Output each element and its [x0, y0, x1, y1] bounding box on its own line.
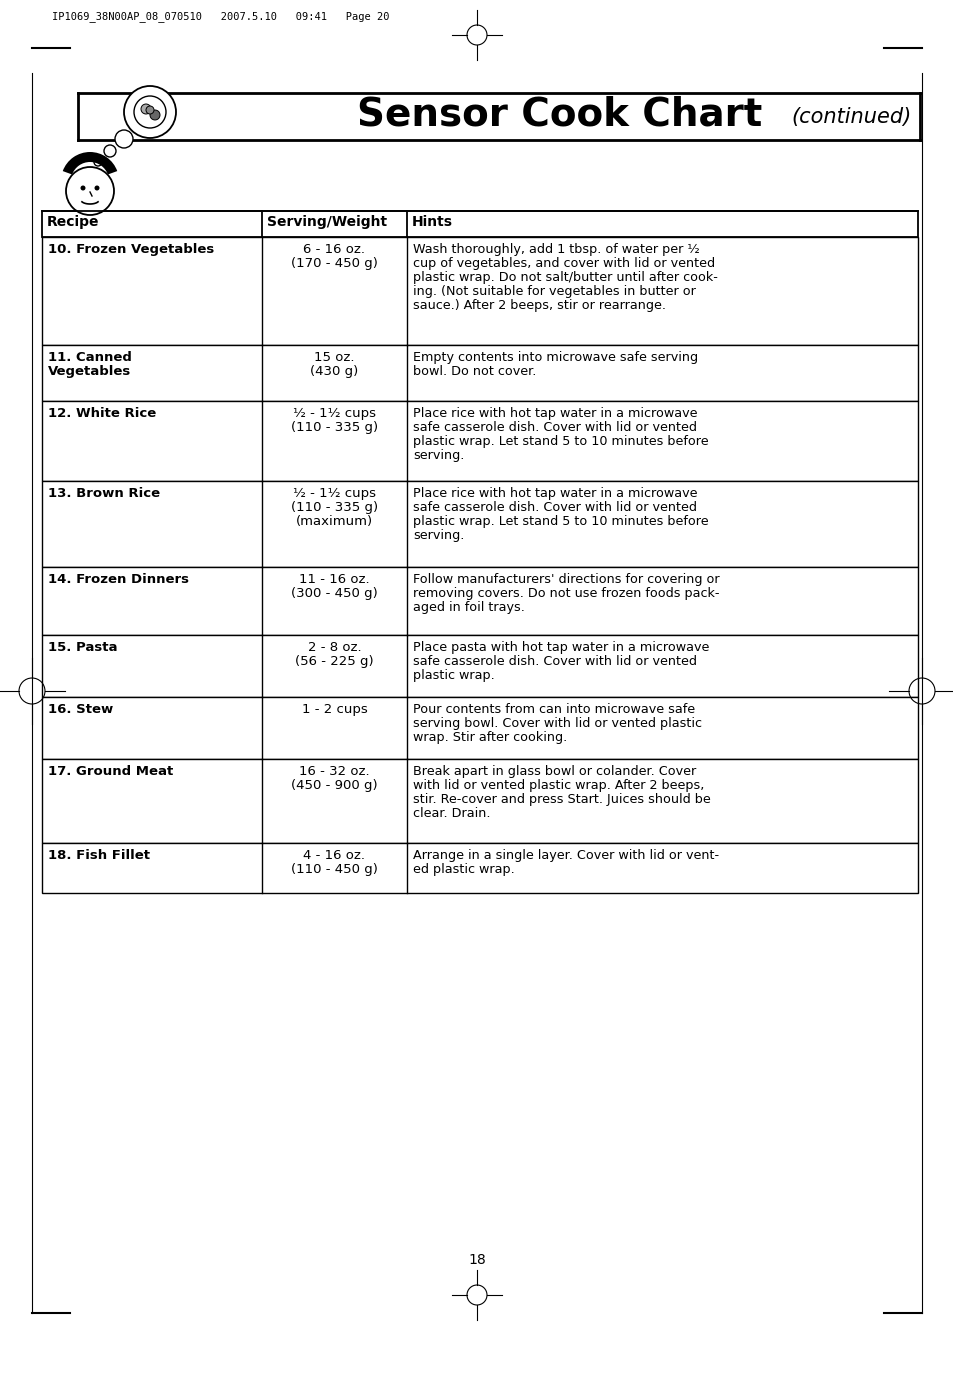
Text: (110 - 335 g): (110 - 335 g) [291, 501, 377, 514]
Text: 10. Frozen Vegetables: 10. Frozen Vegetables [48, 243, 214, 256]
Text: with lid or vented plastic wrap. After 2 beeps,: with lid or vented plastic wrap. After 2… [413, 779, 703, 792]
Text: Place pasta with hot tap water in a microwave: Place pasta with hot tap water in a micr… [413, 640, 709, 654]
Text: cup of vegetables, and cover with lid or vented: cup of vegetables, and cover with lid or… [413, 257, 715, 270]
Text: sauce.) After 2 beeps, stir or rearrange.: sauce.) After 2 beeps, stir or rearrange… [413, 299, 665, 313]
Circle shape [104, 145, 116, 158]
Text: Hints: Hints [412, 214, 453, 230]
Text: safe casserole dish. Cover with lid or vented: safe casserole dish. Cover with lid or v… [413, 420, 697, 434]
Bar [42, 212, 917, 236]
Bar [42, 401, 917, 481]
Text: removing covers. Do not use frozen foods pack-: removing covers. Do not use frozen foods… [413, 586, 719, 600]
Text: stir. Re-cover and press Start. Juices should be: stir. Re-cover and press Start. Juices s… [413, 792, 710, 806]
Text: Wash thoroughly, add 1 tbsp. of water per ½: Wash thoroughly, add 1 tbsp. of water pe… [413, 243, 699, 256]
Bar [42, 635, 917, 697]
Text: plastic wrap. Let stand 5 to 10 minutes before: plastic wrap. Let stand 5 to 10 minutes … [413, 514, 708, 528]
Text: 6 - 16 oz.: 6 - 16 oz. [303, 243, 365, 256]
Text: 13. Brown Rice: 13. Brown Rice [48, 487, 160, 501]
Circle shape [150, 111, 160, 120]
Text: safe casserole dish. Cover with lid or vented: safe casserole dish. Cover with lid or v… [413, 656, 697, 668]
Circle shape [141, 104, 151, 113]
Circle shape [94, 185, 99, 191]
Text: Break apart in glass bowl or colander. Cover: Break apart in glass bowl or colander. C… [413, 765, 696, 779]
Text: wrap. Stir after cooking.: wrap. Stir after cooking. [413, 732, 567, 744]
Text: plastic wrap. Do not salt/butter until after cook-: plastic wrap. Do not salt/butter until a… [413, 271, 717, 284]
Text: Arrange in a single layer. Cover with lid or vent-: Arrange in a single layer. Cover with li… [413, 849, 719, 862]
Circle shape [115, 130, 132, 148]
Text: Place rice with hot tap water in a microwave: Place rice with hot tap water in a micro… [413, 487, 697, 501]
Text: plastic wrap.: plastic wrap. [413, 669, 495, 682]
Text: 18: 18 [468, 1253, 485, 1267]
Text: (maximum): (maximum) [295, 514, 373, 528]
Text: (170 - 450 g): (170 - 450 g) [291, 257, 377, 270]
Text: 17. Ground Meat: 17. Ground Meat [48, 765, 173, 779]
Text: IP1069_38N00AP_08_070510   2007.5.10   09:41   Page 20: IP1069_38N00AP_08_070510 2007.5.10 09:41… [52, 11, 389, 22]
Text: serving.: serving. [413, 530, 464, 542]
Bar [42, 697, 917, 759]
Text: Sensor Cook Chart: Sensor Cook Chart [357, 95, 761, 134]
Bar [42, 759, 917, 844]
Circle shape [66, 167, 113, 214]
Text: aged in foil trays.: aged in foil trays. [413, 602, 524, 614]
Circle shape [94, 158, 102, 166]
Text: bowl. Do not cover.: bowl. Do not cover. [413, 365, 536, 378]
Bar [42, 481, 917, 567]
Text: safe casserole dish. Cover with lid or vented: safe casserole dish. Cover with lid or v… [413, 501, 697, 514]
Circle shape [80, 185, 86, 191]
Text: 14. Frozen Dinners: 14. Frozen Dinners [48, 573, 189, 586]
Text: plastic wrap. Let stand 5 to 10 minutes before: plastic wrap. Let stand 5 to 10 minutes … [413, 436, 708, 448]
Circle shape [124, 86, 175, 138]
Text: (56 - 225 g): (56 - 225 g) [294, 656, 374, 668]
Text: 18. Fish Fillet: 18. Fish Fillet [48, 849, 150, 862]
Text: 4 - 16 oz.: 4 - 16 oz. [303, 849, 365, 862]
Text: 16 - 32 oz.: 16 - 32 oz. [299, 765, 370, 779]
Text: serving.: serving. [413, 449, 464, 462]
Text: Pour contents from can into microwave safe: Pour contents from can into microwave sa… [413, 703, 695, 716]
Text: 15 oz.: 15 oz. [314, 351, 355, 364]
Text: 16. Stew: 16. Stew [48, 703, 113, 716]
Text: 2 - 8 oz.: 2 - 8 oz. [308, 640, 361, 654]
Bar [42, 236, 917, 344]
Text: (300 - 450 g): (300 - 450 g) [291, 586, 377, 600]
Text: 1 - 2 cups: 1 - 2 cups [301, 703, 367, 716]
Bar [42, 844, 917, 893]
Bar [42, 344, 917, 401]
Text: ½ - 1½ cups: ½ - 1½ cups [293, 487, 375, 501]
Text: (450 - 900 g): (450 - 900 g) [291, 779, 377, 792]
Text: (continued): (continued) [791, 106, 911, 126]
Circle shape [146, 106, 153, 113]
Text: (110 - 335 g): (110 - 335 g) [291, 420, 377, 434]
Text: 12. White Rice: 12. White Rice [48, 407, 156, 420]
Text: serving bowl. Cover with lid or vented plastic: serving bowl. Cover with lid or vented p… [413, 716, 701, 730]
Text: clear. Drain.: clear. Drain. [413, 808, 490, 820]
Text: ing. (Not suitable for vegetables in butter or: ing. (Not suitable for vegetables in but… [413, 285, 695, 297]
Bar [42, 567, 917, 635]
Text: Serving/Weight: Serving/Weight [267, 214, 387, 230]
Text: 11. Canned: 11. Canned [48, 351, 132, 364]
Text: ed plastic wrap.: ed plastic wrap. [413, 863, 515, 875]
Text: 15. Pasta: 15. Pasta [48, 640, 117, 654]
Text: (430 g): (430 g) [310, 365, 358, 378]
Text: Follow manufacturers' directions for covering or: Follow manufacturers' directions for cov… [413, 573, 719, 586]
Text: Recipe: Recipe [47, 214, 99, 230]
Text: 11 - 16 oz.: 11 - 16 oz. [299, 573, 370, 586]
Text: Empty contents into microwave safe serving: Empty contents into microwave safe servi… [413, 351, 698, 364]
Text: Vegetables: Vegetables [48, 365, 132, 378]
Text: ½ - 1½ cups: ½ - 1½ cups [293, 407, 375, 420]
Text: Place rice with hot tap water in a microwave: Place rice with hot tap water in a micro… [413, 407, 697, 420]
Wedge shape [63, 152, 117, 174]
Text: (110 - 450 g): (110 - 450 g) [291, 863, 377, 875]
